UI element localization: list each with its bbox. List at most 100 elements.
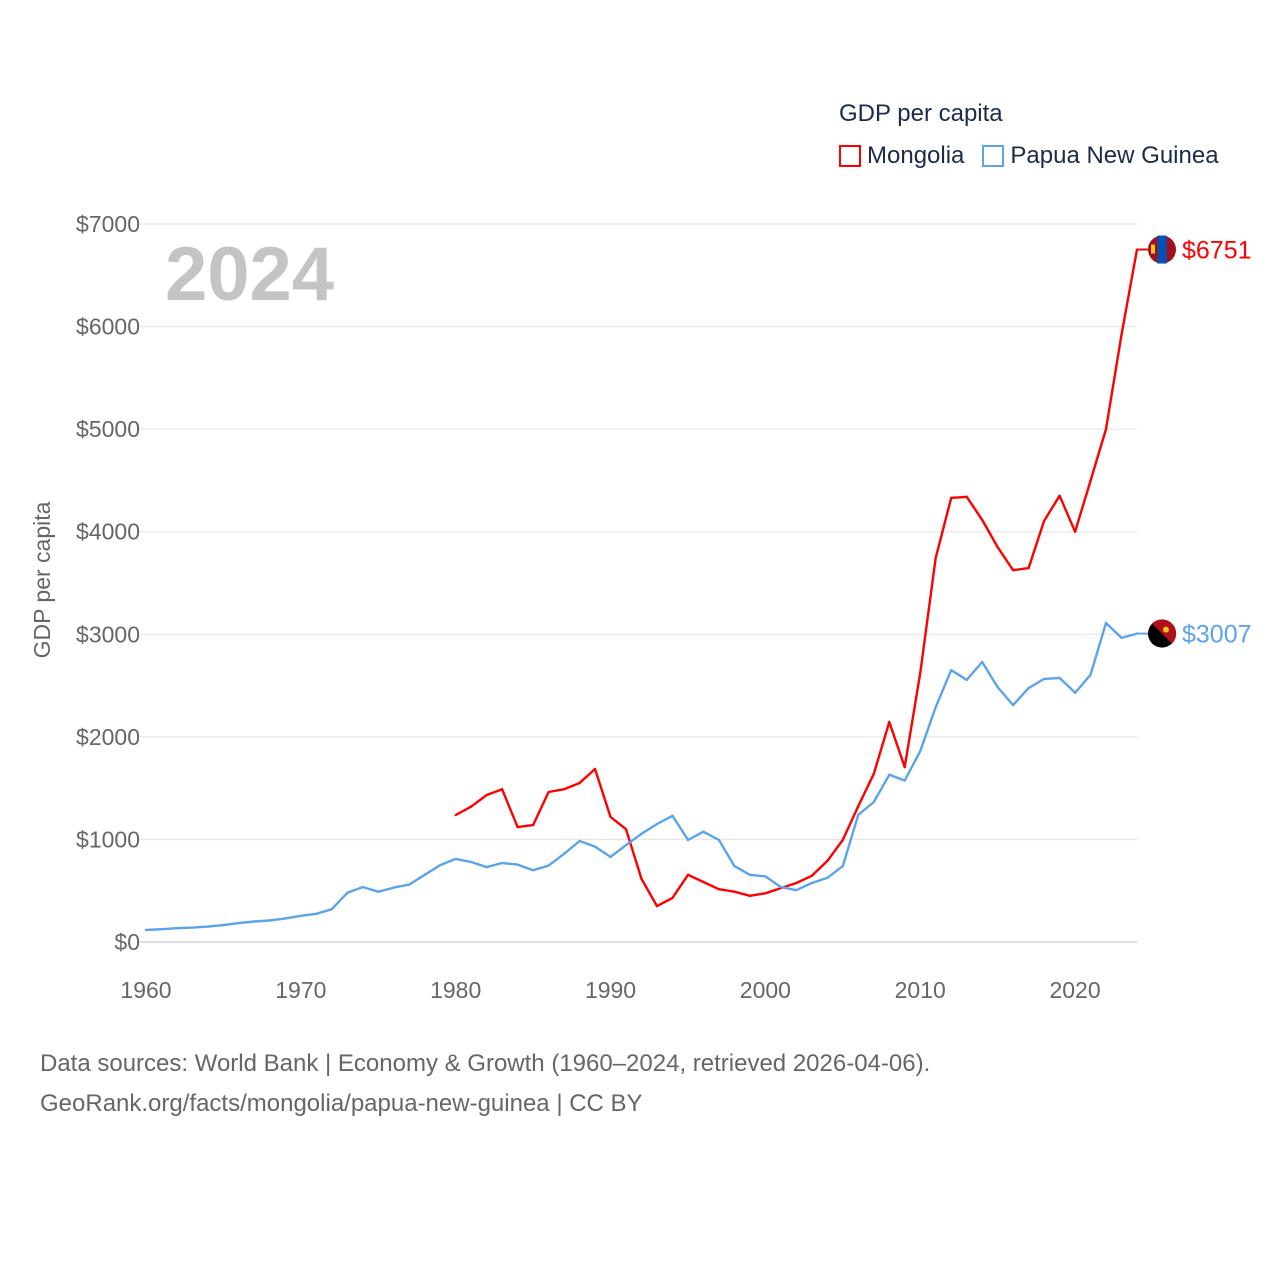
data-point: [671, 896, 674, 900]
x-tick-label: 1990: [585, 977, 636, 1003]
data-point: [640, 877, 643, 881]
y-tick-label: $4000: [76, 519, 140, 545]
legend-item-papua-new-guinea[interactable]: Papua New Guinea: [982, 142, 1219, 170]
data-point: [454, 857, 457, 861]
data-point: [934, 705, 937, 709]
data-point: [888, 773, 891, 777]
data-point: [299, 914, 303, 918]
data-point: [872, 772, 875, 775]
png-flag-icon-bird: [1163, 626, 1169, 633]
data-point: [826, 876, 829, 880]
data-point: [903, 765, 906, 769]
data-point: [826, 859, 829, 863]
series-line-mongolia: [455, 249, 1139, 908]
y-tick-label: $3000: [76, 621, 140, 647]
legend-label: Mongolia: [867, 142, 965, 169]
x-tick-label: 1960: [120, 977, 171, 1003]
x-tick-label: 2020: [1049, 977, 1100, 1003]
data-point: [485, 865, 488, 869]
data-point: [702, 830, 705, 833]
data-point: [996, 545, 999, 549]
data-point: [640, 832, 643, 835]
y-tick-label: $7000: [76, 211, 140, 237]
data-point: [144, 928, 148, 932]
data-point: [284, 917, 287, 920]
data-point: [810, 881, 814, 885]
data-point: [903, 779, 906, 782]
data-point: [268, 919, 272, 922]
legend-swatch-papua-new-guinea: [982, 145, 1005, 167]
data-point: [919, 672, 922, 675]
data-point: [377, 890, 380, 893]
data-point: [686, 873, 690, 877]
data-point: [253, 920, 256, 923]
data-point: [516, 825, 519, 829]
data-point: [841, 838, 844, 842]
legend-item-mongolia[interactable]: Mongolia: [839, 142, 964, 170]
data-point: [361, 885, 364, 889]
data-point: [1120, 333, 1123, 336]
data-point: [949, 668, 953, 672]
data-point: [500, 861, 504, 865]
data-point: [1089, 479, 1092, 483]
data-point: [1073, 691, 1077, 694]
data-point: [346, 891, 349, 894]
data-point: [562, 787, 566, 791]
data-point: [686, 838, 690, 842]
data-point: [547, 864, 550, 867]
data-point: [392, 886, 395, 889]
data-point: [764, 892, 767, 895]
data-point: [980, 518, 984, 522]
data-point: [578, 781, 581, 785]
data-point: [872, 800, 875, 804]
source-link[interactable]: GeoRank.org/facts/mongolia/papua-new-gui…: [40, 1090, 643, 1117]
data-point: [810, 874, 814, 878]
data-point: [485, 793, 488, 797]
data-point: [222, 923, 225, 927]
data-point: [980, 660, 984, 664]
end-value-label: $6751: [1182, 237, 1252, 265]
y-tick-label: $1000: [76, 826, 140, 852]
data-point: [206, 925, 210, 928]
y-tick-label: $5000: [76, 416, 140, 442]
data-point: [547, 790, 550, 794]
data-point: [469, 805, 473, 808]
data-point: [949, 496, 953, 500]
data-point: [888, 720, 891, 724]
data-point: [175, 926, 179, 930]
data-point: [191, 926, 194, 929]
data-point: [795, 889, 798, 892]
data-point: [1042, 519, 1046, 523]
data-point: [1058, 676, 1061, 680]
data-point: [1011, 703, 1015, 707]
data-point: [531, 823, 535, 827]
data-point: [1058, 494, 1061, 498]
data-point: [1104, 427, 1108, 431]
data-point: [965, 495, 968, 499]
data-point: [655, 904, 659, 908]
data-point: [1104, 621, 1108, 625]
y-tick-label: $6000: [76, 314, 140, 340]
data-point: [1011, 568, 1015, 572]
x-tick-label: 1980: [430, 977, 481, 1003]
footer: Data sources: World Bank | Economy & Gro…: [40, 1044, 930, 1124]
data-point: [500, 787, 504, 791]
data-point: [795, 881, 798, 885]
data-point: [609, 815, 612, 819]
data-point: [717, 887, 721, 891]
data-point: [1042, 677, 1046, 681]
data-point: [315, 912, 318, 915]
data-point: [841, 864, 844, 868]
data-point: [454, 813, 457, 817]
data-point: [764, 875, 767, 878]
data-point: [934, 556, 937, 560]
data-point: [516, 863, 519, 866]
data-point: [733, 864, 736, 868]
x-tick-label: 2010: [895, 977, 946, 1003]
end-value-label: $3007: [1182, 621, 1252, 649]
data-point: [562, 852, 566, 855]
data-point: [160, 927, 163, 931]
data-point: [1120, 636, 1123, 640]
data-point: [330, 907, 334, 911]
data-point: [408, 883, 411, 886]
